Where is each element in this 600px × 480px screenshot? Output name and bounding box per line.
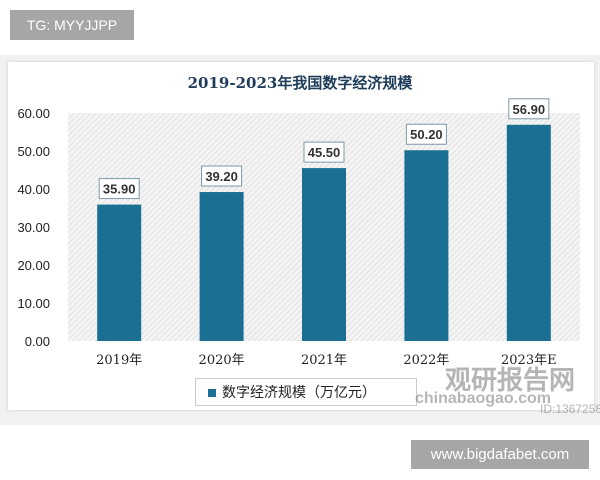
y-tick-label: 40.00 xyxy=(17,182,50,197)
legend-label: 数字经济规模（万亿元） xyxy=(222,384,376,400)
x-tick-label: 2022年 xyxy=(403,353,449,368)
data-label-box xyxy=(303,141,345,163)
x-tick-label: 2019年 xyxy=(96,353,142,368)
data-label: 35.90 xyxy=(103,182,136,197)
tg-label: TG: MYYJJPP xyxy=(10,10,134,40)
watermark-cn: 观研报告网 xyxy=(445,365,576,395)
data-label: 39.20 xyxy=(205,169,238,184)
data-label-box xyxy=(201,165,243,187)
y-tick-label: 60.00 xyxy=(17,106,50,121)
bar xyxy=(97,204,142,341)
data-label-box xyxy=(98,178,140,200)
chart-title: 2019-2023年我国数字经济规模 xyxy=(187,74,413,92)
y-tick-label: 30.00 xyxy=(17,220,50,235)
bar xyxy=(404,150,449,341)
watermark-id: ID:13672581 xyxy=(540,402,600,416)
data-label-box xyxy=(405,123,447,145)
bar xyxy=(506,124,551,341)
y-tick-label: 0.00 xyxy=(25,334,50,349)
site-label: www.bigdafabet.com xyxy=(411,440,589,469)
y-tick-label: 50.00 xyxy=(17,144,50,159)
y-tick-label: 20.00 xyxy=(17,258,50,273)
x-tick-label: 2021年 xyxy=(301,353,347,368)
watermark-en: chinabaogao.com xyxy=(415,390,552,407)
data-label-box xyxy=(508,98,550,120)
bar xyxy=(302,168,346,341)
data-label: 45.50 xyxy=(308,145,341,160)
x-tick-label: 2020年 xyxy=(199,353,245,368)
x-tick-label: 2023年E xyxy=(501,353,557,368)
legend: 数字经济规模（万亿元） xyxy=(195,378,417,406)
y-tick-label: 10.00 xyxy=(17,296,50,311)
data-label: 50.20 xyxy=(410,127,443,142)
bar xyxy=(199,192,244,341)
data-label: 56.90 xyxy=(513,102,546,117)
legend-swatch xyxy=(208,389,216,397)
